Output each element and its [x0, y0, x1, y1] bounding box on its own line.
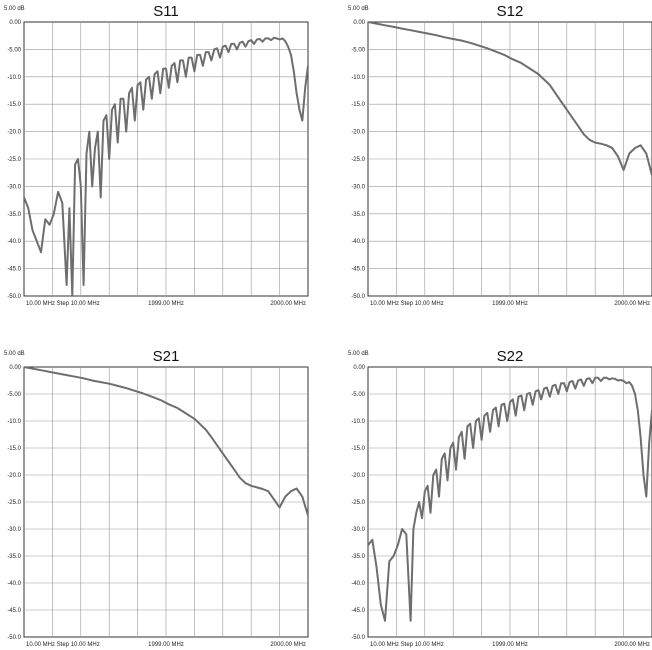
s11-ytick-label: -15.0	[7, 102, 21, 108]
s11-top-label: 5.00 dB	[4, 6, 25, 12]
s12-ytick-label: -15.0	[351, 102, 365, 108]
s21-ytick-label: -10.0	[7, 419, 21, 425]
s21-trace	[24, 367, 308, 516]
s21-ytick-label: -30.0	[7, 527, 21, 533]
s22-ytick-label: -35.0	[351, 554, 365, 560]
s22-title: S22	[497, 348, 524, 365]
s12-trace	[368, 22, 652, 176]
s11-trace	[24, 36, 308, 296]
s21-ytick-label: -50.0	[7, 635, 21, 641]
s21-xtick-label: 2000.00 MHz	[270, 642, 306, 648]
s21-xtick-label: 1999.00 MHz	[148, 642, 184, 648]
s11-xtick-label: 2000.00 MHz	[270, 301, 306, 307]
s21-ytick-label: -5.00	[7, 392, 21, 398]
s22-ytick-label: -25.0	[351, 500, 365, 506]
s11-ytick-label: -40.0	[7, 239, 21, 245]
s12-ytick-label: -30.0	[351, 184, 365, 190]
s21-title: S21	[153, 348, 180, 365]
s11-xtick-label: 1999.00 MHz	[148, 301, 184, 307]
s22-ytick-label: -5.00	[351, 392, 365, 398]
s12-title: S12	[497, 3, 524, 20]
s22-xtick-label: 1999.00 MHz	[492, 642, 528, 648]
s12-ytick-label: -20.0	[351, 130, 365, 136]
s22-ytick-label: 0.00	[353, 365, 365, 371]
s11-ytick-label: -30.0	[7, 184, 21, 190]
s11-panel: S11 5.00 dB 0.00 -5.00 -10.0 -15.0 -20.0 -25.0 -…	[4, 3, 309, 307]
s12-panel: S12 5.00 dB 0.00 -5.00 -10.0 -15.0 -20.0 -25.0 -…	[348, 3, 652, 307]
s22-ytick-label: -45.0	[351, 608, 365, 614]
s21-ytick-label: -15.0	[7, 446, 21, 452]
s22-ytick-label: -50.0	[351, 635, 365, 641]
s21-ytick-label: -20.0	[7, 473, 21, 479]
s12-top-label: 5.00 dB	[348, 6, 369, 12]
s21-ytick-label: -40.0	[7, 581, 21, 587]
s21-ytick-label: -25.0	[7, 500, 21, 506]
s22-ytick-label: -15.0	[351, 446, 365, 452]
s11-ytick-label: -10.0	[7, 75, 21, 81]
s11-ytick-label: -5.00	[7, 47, 21, 53]
s12-xtick-label: 10.00 MHz Step 10.00 MHz	[370, 301, 444, 307]
s12-xtick-label: 1999.00 MHz	[492, 301, 528, 307]
s12-ytick-label: -25.0	[351, 157, 365, 163]
s22-xtick-label: 10.00 MHz Step 10.00 MHz	[370, 642, 444, 648]
s22-ytick-label: -40.0	[351, 581, 365, 587]
s12-ytick-label: -10.0	[351, 75, 365, 81]
s12-ytick-label: -50.0	[351, 294, 365, 300]
s21-ytick-label: -45.0	[7, 608, 21, 614]
s12-ytick-label: -5.00	[351, 47, 365, 53]
s11-ytick-label: -50.0	[7, 294, 21, 300]
s22-ytick-label: -10.0	[351, 419, 365, 425]
s11-ytick-label: -45.0	[7, 267, 21, 273]
s22-trace	[368, 376, 652, 622]
s11-xtick-label: 10.00 MHz Step 10.00 MHz	[26, 301, 100, 307]
s22-top-label: 5.00 dB	[348, 351, 369, 357]
s12-ytick-label: -40.0	[351, 239, 365, 245]
s12-xtick-label: 2000.00 MHz	[614, 301, 650, 307]
s22-ytick-label: -30.0	[351, 527, 365, 533]
s12-ytick-label: -45.0	[351, 267, 365, 273]
s12-ytick-label: 0.00	[353, 20, 365, 26]
s22-ytick-label: -20.0	[351, 473, 365, 479]
s22-xtick-label: 2000.00 MHz	[614, 642, 650, 648]
s11-ytick-label: -25.0	[7, 157, 21, 163]
s21-top-label: 5.00 dB	[4, 351, 25, 357]
s21-ytick-label: 0.00	[9, 365, 21, 371]
s21-panel: S21 5.00 dB 0.00 -5.00 -10.0 -15.0 -20.0 -25.0 -…	[4, 348, 309, 648]
s21-ytick-label: -35.0	[7, 554, 21, 560]
s21-xtick-label: 10.00 MHz Step 10.00 MHz	[26, 642, 100, 648]
s11-ytick-label: -35.0	[7, 212, 21, 218]
s12-ytick-label: -35.0	[351, 212, 365, 218]
s11-title: S11	[153, 3, 179, 20]
s11-ytick-label: -20.0	[7, 130, 21, 136]
s11-ytick-label: 0.00	[9, 20, 21, 26]
s22-panel: S22 5.00 dB 0.00 -5.00 -10.0 -15.0 -20.0 -25.0 -…	[348, 348, 652, 648]
